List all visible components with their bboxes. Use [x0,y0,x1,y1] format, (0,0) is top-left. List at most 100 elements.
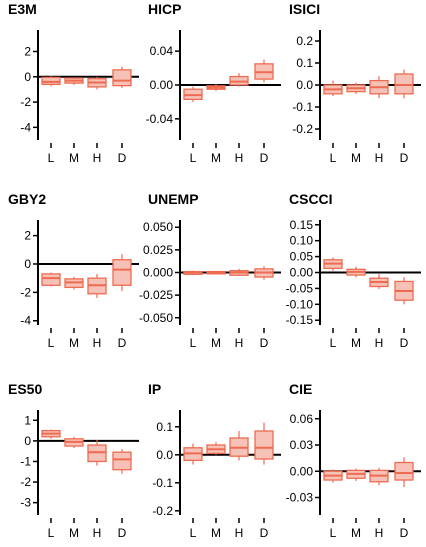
x-tick-label: D [118,526,127,540]
x-tick-label: D [400,526,409,540]
y-tick-label: -2 [20,285,31,299]
y-tick-label: 0.2 [296,34,313,48]
y-tick-label: -0.050 [139,311,173,325]
y-tick-label: 2 [24,44,31,58]
x-tick-label: L [330,526,337,540]
x-tick-label: H [375,151,384,165]
panel-cscci: CSCCI 0.15 0.10 0.05 0.00-0.05 -0.10 -0.15 L M H D [286,191,421,350]
box-d [394,461,414,481]
panel-title: CIE [289,381,312,397]
y-tick-label: 0.00 [150,78,174,92]
x-tick-label: M [69,526,79,540]
x-tick-label: D [260,151,269,165]
x-tick-label: L [48,151,55,165]
y-tick-label: 0.1 [296,56,313,70]
y-tick-label: -2 [20,475,31,489]
x-tick-label: L [330,336,337,350]
x-tick-label: H [93,336,102,350]
y-tick-label: -3 [20,496,31,510]
y-tick-label: -0.04 [146,112,174,126]
y-tick-label: 0.050 [143,220,173,234]
x-tick-label: D [260,336,269,350]
panel-title: E3M [8,1,37,17]
box-d [112,69,132,87]
box-d [394,73,414,95]
x-tick-label: H [235,151,244,165]
panel-cie: CIE 0.06 0.03 0.00 -0.03 L M H D [286,381,421,540]
panel-es50: ES50 1 0 -1 -2 -3 L M H D [8,381,139,540]
y-tick-label: 0.10 [290,234,314,248]
panel-title: IP [148,381,161,397]
y-tick-label: -0.1 [152,476,173,490]
x-tick-label: M [69,336,79,350]
x-tick-label: M [351,526,361,540]
y-tick-label: -0.03 [286,491,314,505]
panel-title: UNEMP [148,191,199,207]
x-tick-label: L [190,526,197,540]
x-tick-label: M [69,151,79,165]
y-tick-label: -4 [20,314,31,328]
y-tick-label: 0.04 [150,44,174,58]
box-h [87,444,107,463]
x-tick-label: M [211,336,221,350]
x-tick-label: H [93,151,102,165]
y-tick-label: 0.06 [290,412,314,426]
box-d [112,451,132,471]
panel-isici: ISICI 0.2 0.1 0.0 -0.1 -0.2 L M H D [289,1,421,165]
x-tick-label: H [375,336,384,350]
y-tick-label: 0.1 [156,420,173,434]
x-tick-label: M [351,336,361,350]
x-tick-label: M [211,151,221,165]
x-tick-label: H [235,336,244,350]
panel-title: GBY2 [8,191,46,207]
y-tick-label: 0.0 [156,448,173,462]
y-tick-label: -0.2 [292,122,313,136]
y-tick-label: -1 [20,454,31,468]
y-tick-label: 0.15 [290,218,314,232]
y-tick-label: -2 [20,95,31,109]
x-tick-label: L [190,336,197,350]
y-tick-label: -0.2 [152,504,173,518]
y-tick-label: 0.00 [290,464,314,478]
x-tick-label: D [260,526,269,540]
y-tick-label: -0.1 [292,100,313,114]
y-tick-label: 2 [24,229,31,243]
y-tick-label: 0.05 [290,250,314,264]
panel-e3m: E3M 2 0 -2 -4 L M H D [8,1,139,165]
box-l [41,273,61,286]
y-tick-label: 0 [24,257,31,271]
panel-gby2: GBY2 2 0 -2 -4 L M H D [8,191,139,350]
x-tick-label: D [118,336,127,350]
panel-title: HICP [148,1,181,17]
y-tick-label: -0.10 [286,297,314,311]
y-tick-label: -0.05 [286,281,314,295]
y-tick-label: 0 [24,70,31,84]
y-tick-label: 0.000 [143,266,173,280]
x-tick-label: L [330,151,337,165]
x-tick-label: D [400,336,409,350]
x-tick-label: M [211,526,221,540]
x-tick-label: L [48,526,55,540]
panel-hicp: HICP 0.04 0.00 -0.04 L M H D [146,1,281,165]
panel-title: ES50 [8,381,42,397]
box-d [112,259,132,286]
x-tick-label: H [235,526,244,540]
panel-ip: IP 0.1 0.0 -0.1 -0.2 L M H D [148,381,281,540]
y-tick-label: 0 [24,434,31,448]
box-d [254,430,274,460]
x-tick-label: M [351,151,361,165]
y-tick-label: 0.03 [290,438,314,452]
y-tick-label: 1 [24,413,31,427]
x-tick-label: H [93,526,102,540]
y-tick-label: 0.025 [143,243,173,257]
y-tick-label: -0.15 [286,313,314,327]
x-tick-label: D [118,151,127,165]
x-tick-label: L [48,336,55,350]
panel-unemp: UNEMP 0.050 0.025 0.000 -0.025 -0.050 L M H D [139,191,281,350]
y-tick-label: -0.025 [139,288,173,302]
x-tick-label: L [190,151,197,165]
y-tick-label: 0.0 [296,78,313,92]
y-tick-label: 0.00 [290,266,314,280]
y-tick-label: -4 [20,120,31,134]
